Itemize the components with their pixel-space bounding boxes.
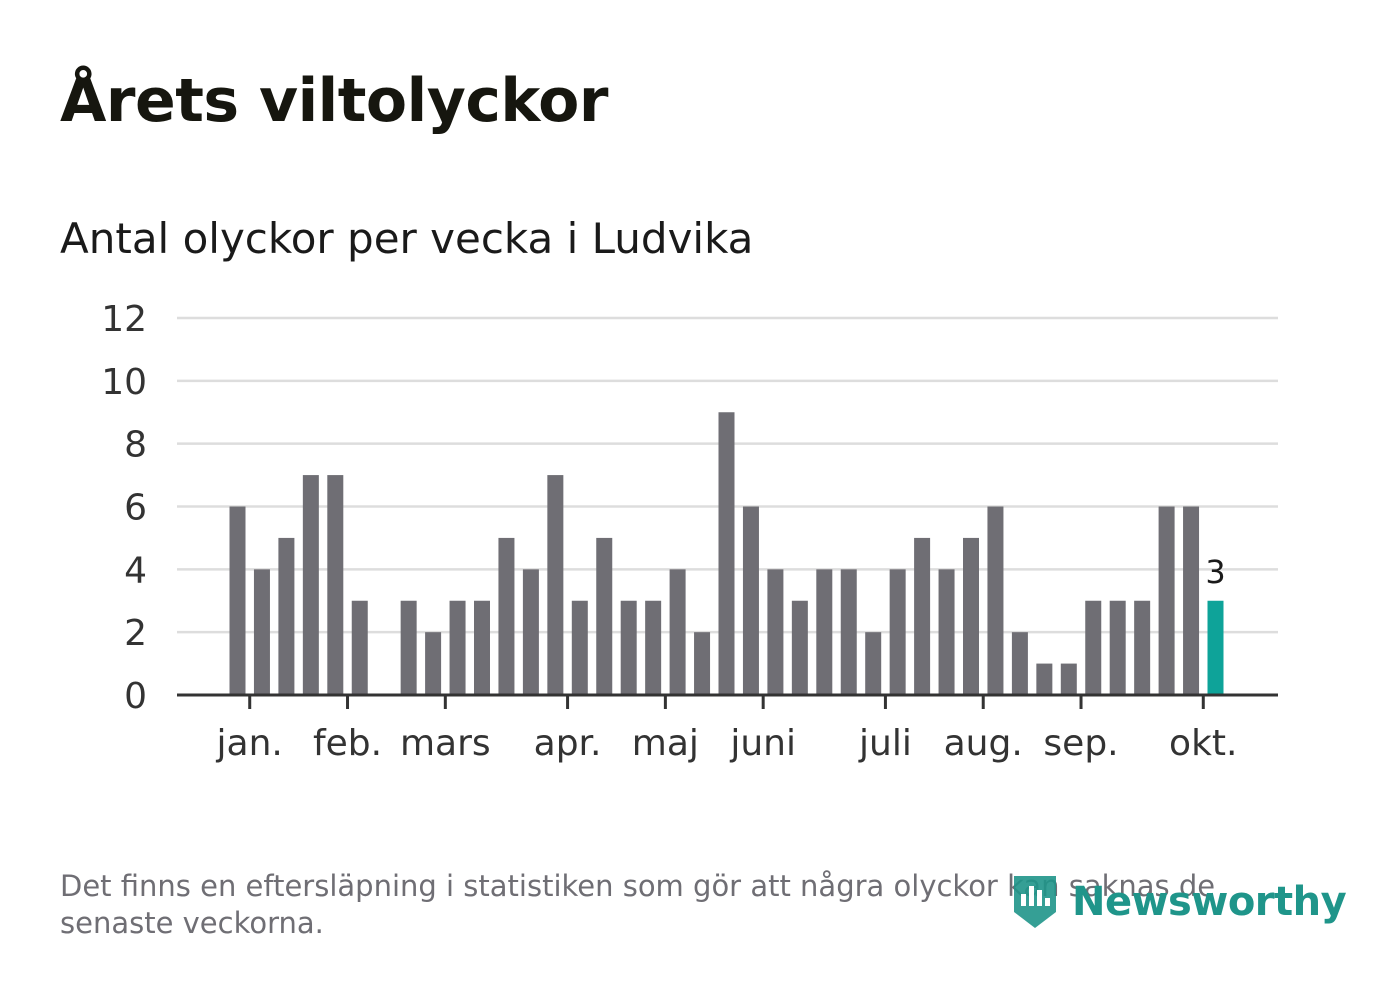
x-axis (177, 693, 1278, 709)
bar[interactable] (1011, 632, 1028, 695)
y-tick-label: 12 (101, 299, 147, 340)
x-tick-label: jan. (216, 723, 283, 764)
bar[interactable] (963, 537, 979, 695)
bar[interactable] (718, 412, 735, 695)
bar[interactable] (694, 632, 711, 695)
bars: 3 (229, 412, 1226, 696)
bar[interactable] (1085, 600, 1102, 695)
x-tick-label: juli (858, 723, 912, 764)
bar[interactable] (791, 600, 808, 695)
bar[interactable] (547, 475, 564, 695)
bar[interactable] (474, 600, 490, 695)
x-tick-label: juni (729, 723, 796, 764)
highlight-value-label: 3 (1205, 553, 1225, 591)
x-tick-label: aug. (944, 723, 1023, 764)
brand-name: Newsworthy (1072, 879, 1347, 925)
bar[interactable] (1183, 506, 1200, 696)
brand-logo[interactable]: Newsworthy (1010, 872, 1347, 932)
newsworthy-logo-icon (1010, 872, 1060, 932)
x-axis-labels: jan. feb. mars apr. maj juni juli aug. sep. okt. (216, 723, 1238, 764)
bar[interactable] (1109, 600, 1126, 695)
bar-chart: 0 2 4 6 8 10 12 3 jan. feb. mars apr. maj juni juli a… (101, 299, 1278, 764)
bar[interactable] (1036, 663, 1053, 695)
bar[interactable] (522, 569, 539, 695)
bar[interactable] (742, 506, 759, 696)
bar[interactable] (596, 537, 613, 695)
y-tick-label: 8 (124, 425, 147, 466)
bar[interactable] (229, 506, 246, 696)
x-tick-label: sep. (1043, 723, 1118, 764)
x-tick-label: maj (632, 723, 699, 764)
bar[interactable] (400, 600, 417, 695)
y-tick-label: 10 (101, 362, 147, 403)
y-axis-labels: 0 2 4 6 8 10 12 (101, 299, 147, 717)
bar[interactable] (865, 632, 882, 695)
bar[interactable] (914, 537, 931, 695)
y-tick-label: 6 (124, 488, 147, 529)
bar[interactable] (645, 600, 662, 695)
x-tick-label: feb. (313, 723, 382, 764)
bar[interactable] (571, 600, 588, 695)
bar[interactable] (1060, 663, 1077, 695)
bar[interactable] (351, 600, 368, 695)
bar[interactable] (889, 569, 906, 695)
y-tick-label: 2 (124, 613, 147, 654)
bar[interactable] (302, 475, 319, 695)
bar[interactable] (840, 569, 857, 695)
bar[interactable] (498, 537, 515, 695)
bar[interactable] (620, 600, 637, 695)
bar[interactable] (278, 537, 295, 695)
bar[interactable] (327, 475, 344, 695)
chart-subtitle: Antal olyckor per vecka i Ludvika (60, 214, 754, 263)
bar[interactable] (987, 506, 1004, 696)
bar[interactable] (669, 569, 686, 695)
bar[interactable] (1134, 600, 1151, 695)
x-tick-label: okt. (1169, 723, 1237, 764)
bar[interactable] (816, 569, 833, 695)
bar[interactable] (1158, 506, 1175, 696)
bar[interactable] (425, 632, 442, 695)
x-tick-label: mars (400, 723, 491, 764)
bar-highlight[interactable] (1207, 600, 1224, 695)
y-tick-label: 4 (124, 550, 147, 591)
bar[interactable] (253, 569, 270, 695)
x-tick-label: apr. (534, 723, 602, 764)
chart-title: Årets viltolyckor (60, 66, 609, 136)
bar[interactable] (938, 569, 955, 695)
bar[interactable] (449, 600, 466, 695)
y-tick-label: 0 (124, 676, 147, 717)
bar[interactable] (767, 569, 784, 695)
